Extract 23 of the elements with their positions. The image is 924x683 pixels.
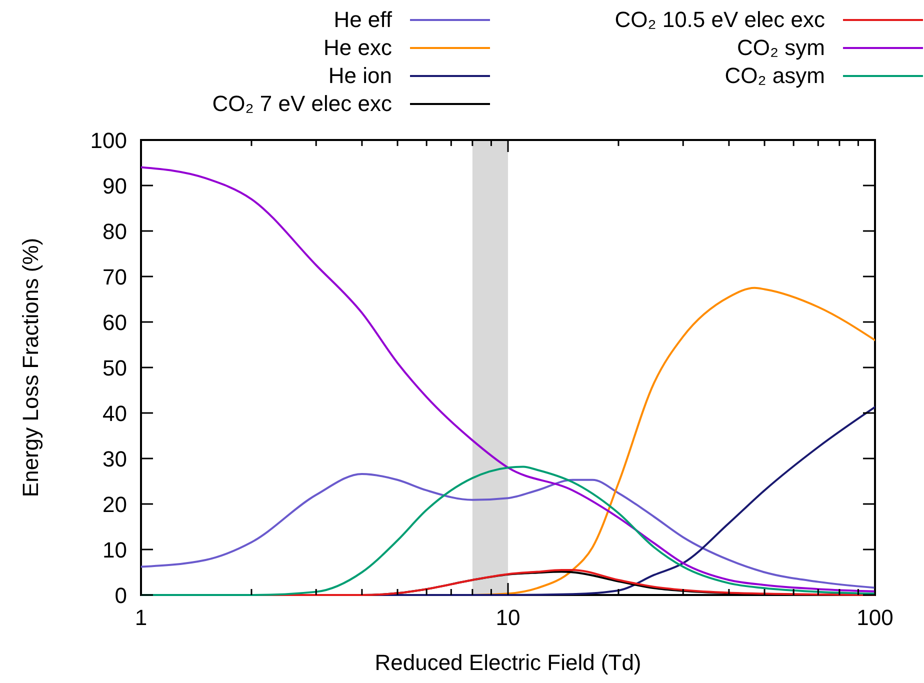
y-tick-label: 10 xyxy=(102,538,127,562)
x-tick-label: 10 xyxy=(496,605,520,630)
x-axis-title: Reduced Electric Field (Td) xyxy=(374,650,642,675)
y-tick-label: 20 xyxy=(102,492,127,517)
legend-label: CO₂ 10.5 eV elec exc xyxy=(614,7,825,32)
legend-label: CO₂ asym xyxy=(724,63,825,88)
legend-label: He exc xyxy=(324,35,392,60)
y-tick-label: 80 xyxy=(102,219,127,244)
y-tick-label: 30 xyxy=(102,446,127,472)
y-tick-label: 70 xyxy=(102,264,127,290)
y-tick-label: 50 xyxy=(102,356,127,380)
legend-label: He eff xyxy=(334,7,393,32)
legend-label: CO₂ 7 eV elec exc xyxy=(212,91,392,116)
y-tick-label: 60 xyxy=(102,310,127,335)
y-tick-label: 90 xyxy=(102,174,127,198)
x-tick-label: 1 xyxy=(134,605,148,630)
legend-label: He ion xyxy=(328,63,392,88)
y-tick-label: 40 xyxy=(102,401,127,426)
y-tick-label: 100 xyxy=(90,128,127,153)
x-tick-label: 100 xyxy=(856,605,894,630)
legend-label: CO₂ sym xyxy=(737,35,825,60)
y-axis-title: Energy Loss Fractions (%) xyxy=(18,238,43,498)
y-tick-label: 0 xyxy=(114,583,127,608)
